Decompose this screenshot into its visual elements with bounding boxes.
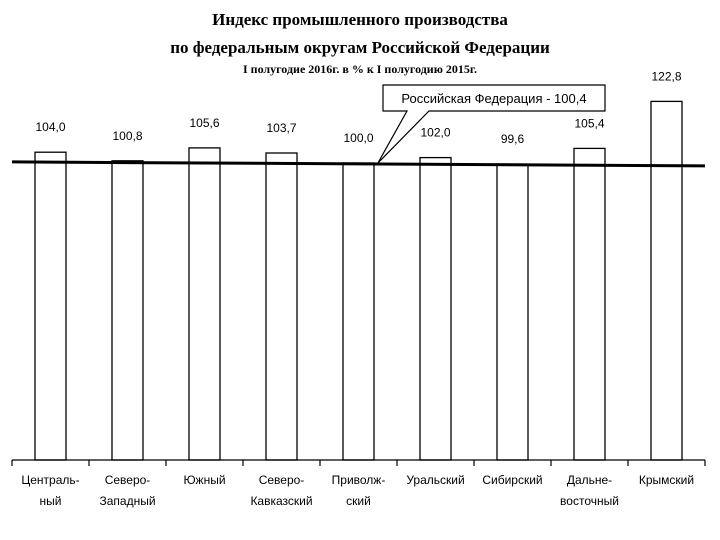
category-label-1-0: Северо- — [105, 473, 151, 487]
category-label-7-0: Дальне- — [567, 473, 612, 487]
value-labels-group: 104,0 100,8 105,6 103,7 100,0 102,0 99,6 105,4 1… — [35, 69, 681, 146]
category-label-8-0: Крымский — [639, 473, 694, 487]
value-label-5: 102,0 — [420, 126, 450, 140]
bar-8 — [650, 100, 683, 461]
bar-7 — [573, 147, 606, 461]
bar-4 — [342, 162, 375, 461]
value-label-6: 99,6 — [501, 132, 525, 146]
category-label-2-0: Южный — [183, 473, 225, 487]
category-axis: Централь-ный Северо- Западный Южный Северо- К… — [11, 459, 706, 508]
bar-3 — [265, 152, 298, 461]
chart-subtitle: I полугодие 2016г. в % к I полугодию 201… — [243, 62, 477, 76]
category-label-0-1: ный — [40, 494, 62, 508]
category-label-7-1: восточный — [560, 494, 619, 508]
category-label-4-0: Приволж- — [332, 473, 386, 487]
category-label-3-0: Северо- — [259, 473, 305, 487]
chart-subtitle-line: по федеральным округам Российской Федера… — [170, 38, 550, 57]
value-label-8: 122,8 — [651, 69, 681, 83]
category-label-4-1: ский — [346, 494, 371, 508]
value-label-2: 105,6 — [189, 116, 219, 130]
category-label-5-0: Уральский — [406, 473, 464, 487]
value-label-0: 104,0 — [35, 120, 65, 134]
bar-0 — [34, 151, 67, 461]
bars-group — [34, 100, 683, 461]
value-label-7: 105,4 — [574, 116, 604, 130]
reference-callout: Российская Федерация - 100,4 — [377, 84, 606, 164]
value-label-3: 103,7 — [266, 121, 296, 135]
callout-label: Российская Федерация - 100,4 — [401, 91, 586, 106]
bar-1 — [111, 160, 144, 461]
category-label-3-1: Кавказский — [250, 494, 312, 508]
value-label-1: 100,8 — [112, 129, 142, 143]
category-label-6-0: Сибирский — [482, 473, 542, 487]
bar-5 — [419, 156, 452, 461]
bar-6 — [496, 163, 529, 461]
reference-line — [11, 160, 706, 168]
category-label-1-1: Западный — [99, 494, 155, 508]
callout-box — [377, 84, 606, 164]
chart-title: Индекс промышленного производства — [212, 10, 508, 29]
bar-2 — [188, 147, 221, 461]
category-label-0-0: Централь- — [21, 473, 79, 487]
value-label-4: 100,0 — [343, 131, 373, 145]
